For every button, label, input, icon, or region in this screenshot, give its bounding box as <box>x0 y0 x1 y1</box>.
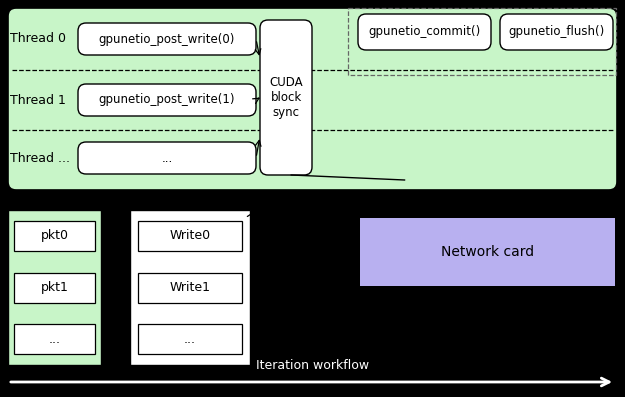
Text: gpunetio_flush(): gpunetio_flush() <box>508 25 604 39</box>
Text: pkt0: pkt0 <box>41 229 69 242</box>
Text: Network card: Network card <box>441 245 534 259</box>
Bar <box>138 324 242 354</box>
Text: Thread ...: Thread ... <box>10 152 70 164</box>
Bar <box>14 272 95 303</box>
Bar <box>8 210 101 365</box>
Text: Write1: Write1 <box>169 281 211 294</box>
FancyBboxPatch shape <box>78 142 256 174</box>
Text: CUDA
block
sync: CUDA block sync <box>269 76 303 119</box>
Text: gpunetio_post_write(1): gpunetio_post_write(1) <box>99 94 235 106</box>
FancyBboxPatch shape <box>500 14 613 50</box>
Text: gpunetio_commit(): gpunetio_commit() <box>368 25 481 39</box>
FancyBboxPatch shape <box>8 8 617 190</box>
Text: Iteration workflow: Iteration workflow <box>256 359 369 372</box>
Bar <box>360 218 615 286</box>
Bar <box>130 210 250 365</box>
FancyBboxPatch shape <box>358 14 491 50</box>
FancyBboxPatch shape <box>78 84 256 116</box>
Text: Thread 0: Thread 0 <box>10 33 66 46</box>
Text: gpunetio_post_write(0): gpunetio_post_write(0) <box>99 33 235 46</box>
Text: pkt1: pkt1 <box>41 281 69 294</box>
Text: ...: ... <box>49 333 61 346</box>
Text: Write0: Write0 <box>169 229 211 242</box>
FancyBboxPatch shape <box>78 23 256 55</box>
FancyBboxPatch shape <box>260 20 312 175</box>
Bar <box>138 272 242 303</box>
Bar <box>14 324 95 354</box>
Text: ...: ... <box>184 333 196 346</box>
Bar <box>138 221 242 251</box>
Text: ...: ... <box>161 152 172 164</box>
Text: Thread 1: Thread 1 <box>10 94 66 106</box>
Bar <box>14 221 95 251</box>
